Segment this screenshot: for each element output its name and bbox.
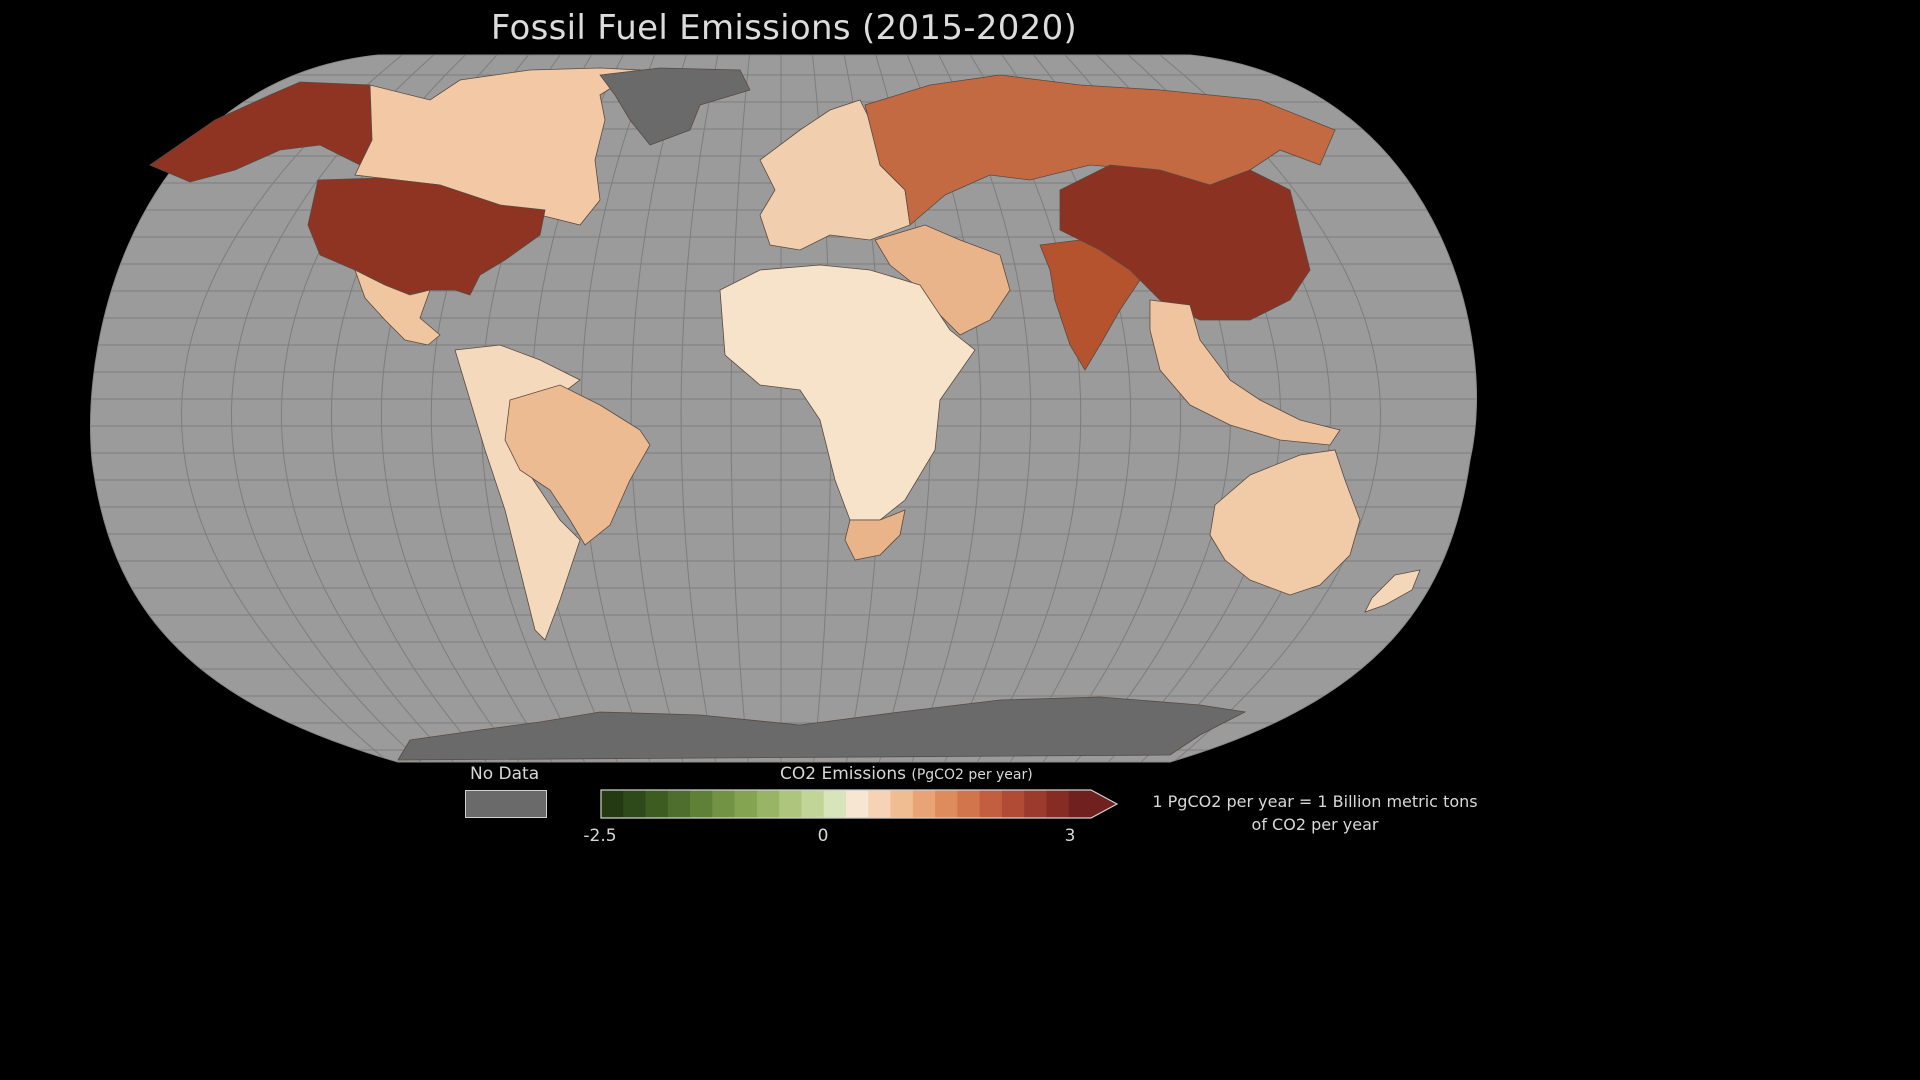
- region-southeast-asia: [1149, 299, 1341, 446]
- colorbar-segment: [912, 790, 936, 818]
- colorbar-segment: [823, 790, 847, 818]
- colorbar-segment: [957, 790, 981, 818]
- region-brazil: [504, 384, 651, 546]
- region-greenland: [599, 67, 751, 146]
- tick-min: -2.5: [583, 826, 617, 846]
- region-middle-east: [874, 224, 1011, 336]
- colorbar-title-main: CO2 Emissions: [780, 764, 906, 784]
- colorbar-segment: [667, 790, 691, 818]
- colorbar-title: CO2 Emissions (PgCO2 per year): [780, 764, 1033, 784]
- colorbar-unit: (PgCO2 per year): [911, 767, 1033, 783]
- colorbar-segment: [690, 790, 713, 818]
- colorbar-segment: [868, 790, 892, 818]
- region-mexico: [354, 269, 441, 346]
- region-canada: [354, 67, 642, 226]
- colorbar-segment: [712, 790, 736, 818]
- region-south-africa: [844, 509, 906, 561]
- no-data-label: No Data: [470, 764, 540, 784]
- note-line-2: of CO2 per year: [1251, 815, 1379, 834]
- colorbar-segment: [734, 790, 758, 818]
- note-line-1: 1 PgCO2 per year = 1 Billion metric tons: [1152, 792, 1478, 811]
- tick-zero: 0: [817, 826, 829, 846]
- colorbar-segment: [756, 790, 780, 818]
- colorbar-segment: [779, 790, 802, 818]
- colorbar-segment: [1024, 790, 1047, 818]
- colorbar-segment: [979, 790, 1003, 818]
- no-data-swatch: [465, 790, 547, 818]
- tick-max: 3: [1064, 826, 1076, 846]
- region-usa: [307, 177, 546, 296]
- colorbar-segment: [846, 790, 869, 818]
- emissions-colorbar: [600, 789, 1119, 819]
- colorbar-segment: [801, 790, 825, 818]
- region-africa: [719, 264, 976, 521]
- region-antarctica: [397, 696, 1247, 761]
- colorbar-segment: [1068, 790, 1092, 818]
- colorbar-outline: [600, 789, 1119, 819]
- region-new-zealand: [1364, 569, 1421, 613]
- unit-conversion-note: 1 PgCO2 per year = 1 Billion metric tons…: [1140, 790, 1490, 836]
- map-title: Fossil Fuel Emissions (2015-2020): [490, 8, 1078, 48]
- colorbar-segment: [623, 790, 647, 818]
- region-south-america: [454, 344, 581, 641]
- meridian-line: [1159, 55, 1381, 762]
- colorbar-segment: [1046, 790, 1070, 818]
- region-australia: [1209, 449, 1361, 596]
- colorbar-segment: [890, 790, 914, 818]
- meridian-line: [231, 55, 434, 762]
- colorbar-segment: [645, 790, 669, 818]
- land-regions: [149, 67, 1421, 761]
- colorbar-extend-arrow: [1091, 790, 1117, 818]
- region-china: [1059, 164, 1311, 321]
- colorbar-segment: [1001, 790, 1025, 818]
- meridian-line: [181, 55, 403, 762]
- world-map: [90, 54, 1477, 763]
- colorbar-segment: [935, 790, 958, 818]
- colorbar-segment: [601, 790, 624, 818]
